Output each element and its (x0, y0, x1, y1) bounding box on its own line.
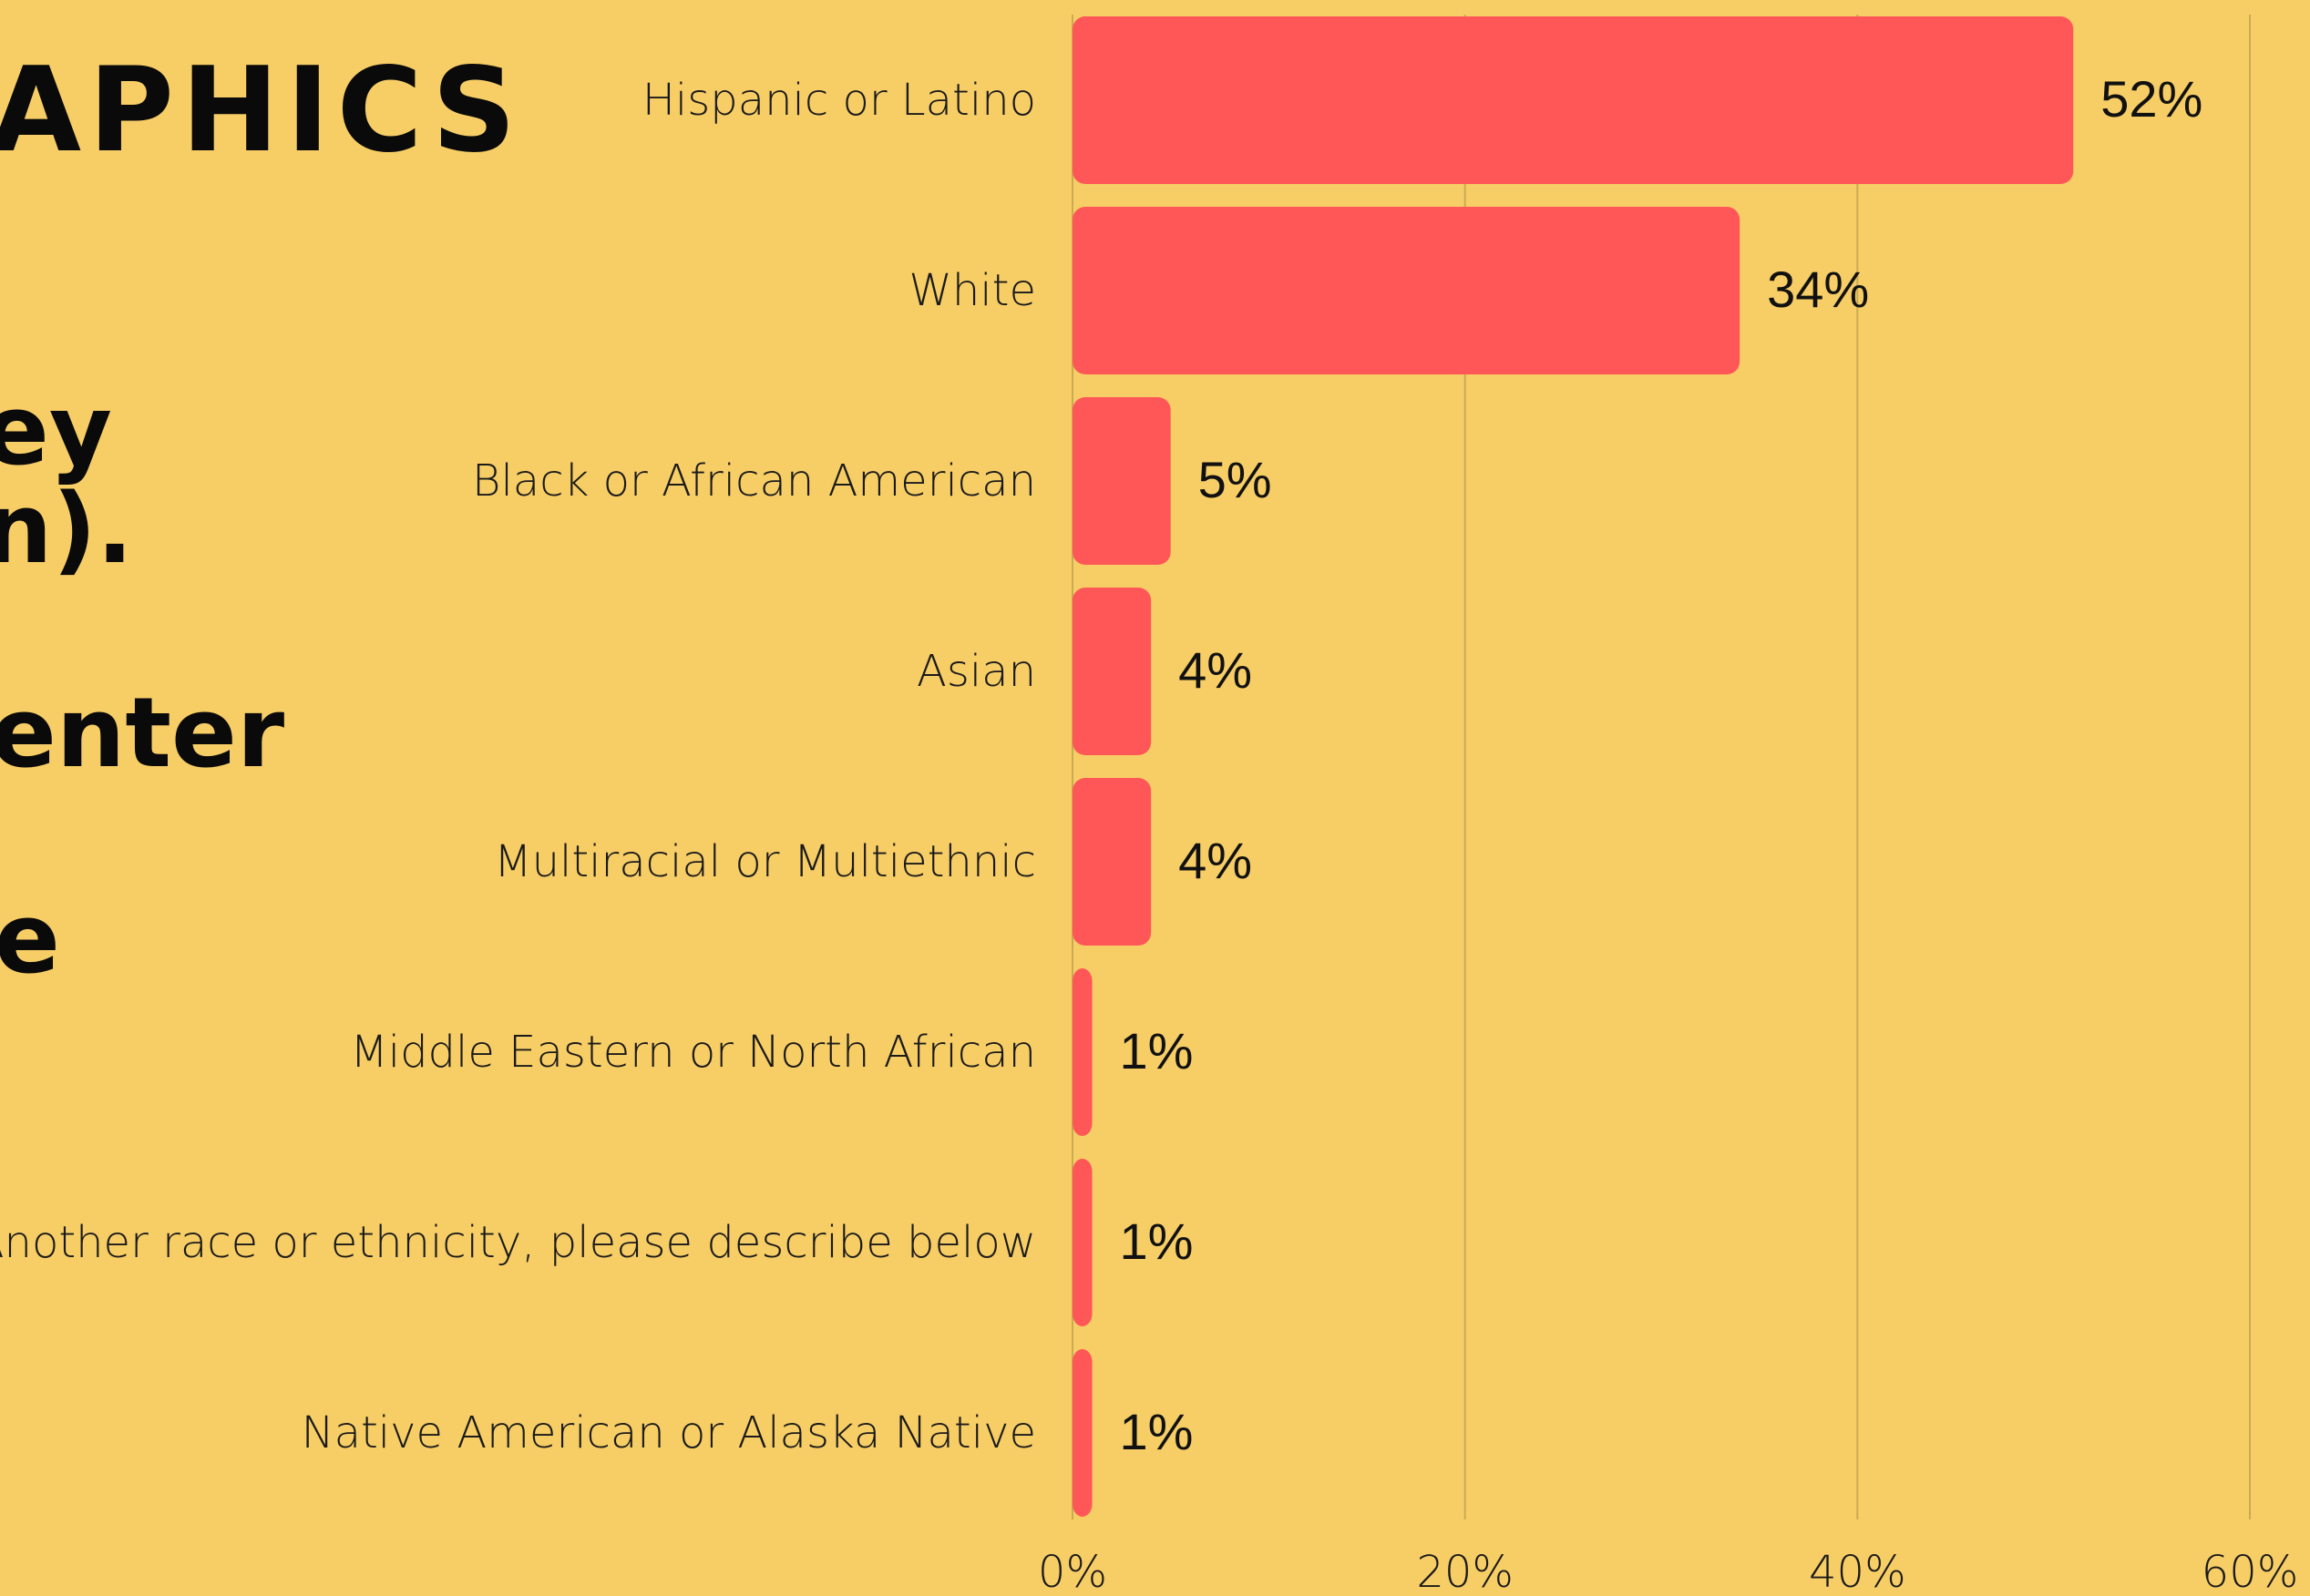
x-tick-label: 20% (1416, 1547, 1514, 1596)
x-tick-label: 0% (1038, 1547, 1107, 1596)
value-label: 4% (1178, 641, 1252, 699)
bar (1073, 16, 2074, 184)
category-label: Black or African American (472, 455, 1036, 506)
x-tick-label: 40% (1809, 1547, 1906, 1596)
x-tick-label: 60% (2202, 1547, 2299, 1596)
bar (1073, 1159, 1093, 1326)
category-label: Hispanic or Latino (642, 75, 1036, 126)
text-fragment: ey (0, 374, 112, 486)
value-label: 1% (1120, 1403, 1194, 1460)
category-label: Middle Eastern or North African (350, 1027, 1036, 1078)
text-fragment: e (0, 883, 60, 995)
heading-fragment: APHICS (0, 43, 524, 179)
category-label: Multiracial or Multiethnic (494, 836, 1036, 887)
value-label: 4% (1178, 832, 1252, 889)
text-fragment: enter (0, 677, 285, 789)
value-label: 52% (2100, 70, 2202, 128)
value-label: 1% (1120, 1022, 1194, 1079)
bar (1073, 397, 1171, 565)
bar (1073, 778, 1152, 946)
value-label: 34% (1767, 261, 1869, 318)
value-label: 5% (1198, 451, 1272, 508)
bar (1073, 1349, 1093, 1517)
bar (1073, 968, 1093, 1136)
category-label: Native American or Alaska Native (302, 1407, 1036, 1458)
text-fragment: n). (0, 473, 134, 585)
category-label: White (909, 265, 1036, 316)
bar (1073, 207, 1740, 374)
category-label: Asian (917, 646, 1036, 697)
bar (1073, 588, 1152, 755)
value-label: 1% (1120, 1212, 1194, 1270)
category-label: Another race or ethnicity, please descri… (0, 1217, 1036, 1268)
